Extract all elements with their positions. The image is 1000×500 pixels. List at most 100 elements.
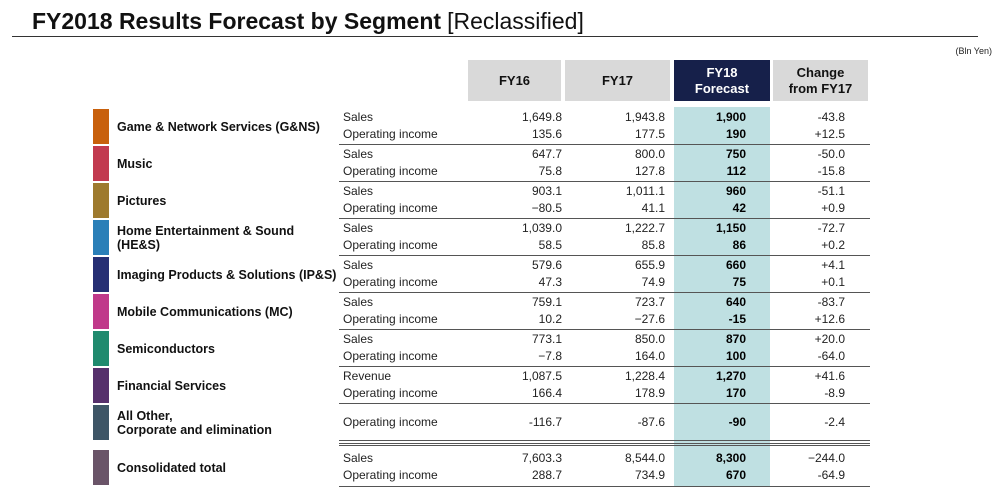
value-fy18-forecast: 112 [726, 164, 746, 178]
value-fy18-forecast: 86 [732, 238, 746, 252]
segment-row: Semiconductors Sales 773.1 850.0 870 +20.0 Ope… [0, 330, 1000, 367]
segment-row: All Other, Corporate and elimination Oper… [0, 404, 1000, 441]
metric-label: Sales [343, 332, 374, 346]
segment-color-bar [93, 405, 109, 440]
header-fy18-forecast: FY18 Forecast [674, 60, 770, 101]
value-fy17: 41.1 [641, 201, 665, 215]
value-fy16: −7.8 [538, 349, 562, 363]
value-fy16: 579.6 [531, 258, 562, 272]
header-change: Change from FY17 [773, 60, 868, 101]
metric-line: Sales 1,039.0 1,222.7 1,150 -72.7 [0, 220, 1000, 237]
segment-row: Home Entertainment & Sound (HE&S) Sales 1,… [0, 219, 1000, 256]
value-change: -64.9 [817, 468, 845, 482]
value-fy17: −27.6 [634, 312, 665, 326]
metric-line: Sales 1,649.8 1,943.8 1,900 -43.8 [0, 109, 1000, 126]
segment-name: Imaging Products & Solutions (IP&S) [117, 256, 339, 293]
metric-label: Operating income [343, 164, 438, 178]
metric-label: Operating income [343, 238, 438, 252]
row-divider [339, 366, 870, 367]
segment-row: Mobile Communications (MC) Sales 759.1 723.… [0, 293, 1000, 330]
metric-line: Sales 773.1 850.0 870 +20.0 [0, 331, 1000, 348]
value-fy16: 75.8 [538, 164, 562, 178]
value-fy16: 1,087.5 [521, 369, 562, 383]
segment-name: Home Entertainment & Sound (HE&S) [117, 219, 339, 256]
metric-line: Operating income −7.8 164.0 100 -64.0 [0, 348, 1000, 365]
value-fy17: -87.6 [637, 415, 665, 429]
value-fy16: −80.5 [531, 201, 562, 215]
value-fy17: 178.9 [634, 386, 665, 400]
metric-line: Revenue 1,087.5 1,228.4 1,270 +41.6 [0, 368, 1000, 385]
metric-label: Operating income [343, 201, 438, 215]
segment-color-bar [93, 450, 109, 485]
metric-label: Operating income [343, 275, 438, 289]
value-change: -64.0 [817, 349, 845, 363]
header-fy18-line2: Forecast [694, 80, 750, 96]
metric-label: Sales [343, 147, 374, 161]
row-divider [339, 329, 870, 330]
segment-color-bar [93, 257, 109, 292]
metric-label: Sales [343, 451, 374, 465]
row-divider [339, 218, 870, 219]
metric-label: Sales [343, 221, 374, 235]
metric-label: Sales [343, 258, 374, 272]
value-fy18-forecast: 660 [725, 258, 746, 272]
title-main: FY2018 Results Forecast by Segment [32, 8, 442, 34]
value-change: +0.2 [821, 238, 845, 252]
value-fy17: 1,011.1 [625, 184, 665, 198]
value-fy18-forecast: -15 [728, 312, 746, 326]
metric-label: Operating income [343, 312, 438, 326]
segment-name: Pictures [117, 182, 339, 219]
value-fy18-forecast: 1,270 [715, 369, 746, 383]
value-change: -43.8 [817, 110, 845, 124]
value-fy18-forecast: 100 [725, 349, 746, 363]
metric-label: Operating income [343, 349, 438, 363]
value-change: +0.1 [821, 275, 845, 289]
metric-line: Sales 759.1 723.7 640 -83.7 [0, 294, 1000, 311]
metric-label: Sales [343, 110, 374, 124]
row-divider [339, 144, 870, 145]
segment-name: Game & Network Services (G&NS) [117, 108, 339, 145]
value-fy18-forecast: 670 [725, 468, 746, 482]
value-fy16: 135.6 [531, 127, 562, 141]
metric-label: Sales [343, 184, 374, 198]
value-fy16: 10.2 [538, 312, 562, 326]
value-fy18-forecast: 870 [725, 332, 746, 346]
value-fy18-forecast: 750 [725, 147, 746, 161]
segment-color-bar [93, 220, 109, 255]
value-change: −244.0 [807, 451, 845, 465]
metric-line: Sales 647.7 800.0 750 -50.0 [0, 146, 1000, 163]
value-fy17: 127.8 [634, 164, 665, 178]
metric-label: Operating income [343, 127, 438, 141]
segment-name-text: Semiconductors [117, 341, 215, 356]
value-fy16: 647.7 [531, 147, 562, 161]
value-fy17: 1,228.4 [624, 369, 665, 383]
value-fy16: 773.1 [531, 332, 562, 346]
segment-color-bar [93, 294, 109, 329]
metric-label: Operating income [343, 415, 438, 429]
value-fy18-forecast: 75 [732, 275, 746, 289]
metric-line: Operating income 47.3 74.9 75 +0.1 [0, 274, 1000, 291]
value-fy17: 850.0 [634, 332, 665, 346]
segment-name-text: Pictures [117, 193, 167, 208]
row-divider [339, 403, 870, 404]
value-fy18-forecast: 170 [725, 386, 746, 400]
value-fy18-forecast: 960 [725, 184, 746, 198]
value-change: -83.7 [817, 295, 845, 309]
segment-name-text: Game & Network Services (G&NS) [117, 119, 320, 134]
value-fy16: 903.1 [531, 184, 562, 198]
segment-row: Pictures Sales 903.1 1,011.1 960 -51.1 Operati… [0, 182, 1000, 219]
row-divider [339, 440, 870, 441]
metric-label: Operating income [343, 386, 438, 400]
header-change-line2: from FY17 [788, 80, 853, 96]
metric-label: Operating income [343, 468, 438, 482]
segment-row: Imaging Products & Solutions (IP&S) Sales… [0, 256, 1000, 293]
metric-label: Revenue [343, 369, 392, 383]
value-change: -8.9 [824, 386, 845, 400]
value-fy18-forecast: 640 [725, 295, 746, 309]
value-fy17: 734.9 [634, 468, 665, 482]
value-fy16: 7,603.3 [521, 451, 562, 465]
value-fy17: 74.9 [641, 275, 665, 289]
segment-name-text: Consolidated total [117, 460, 227, 475]
metric-line: Operating income -116.7 -87.6 -90 -2.4 [0, 414, 1000, 431]
